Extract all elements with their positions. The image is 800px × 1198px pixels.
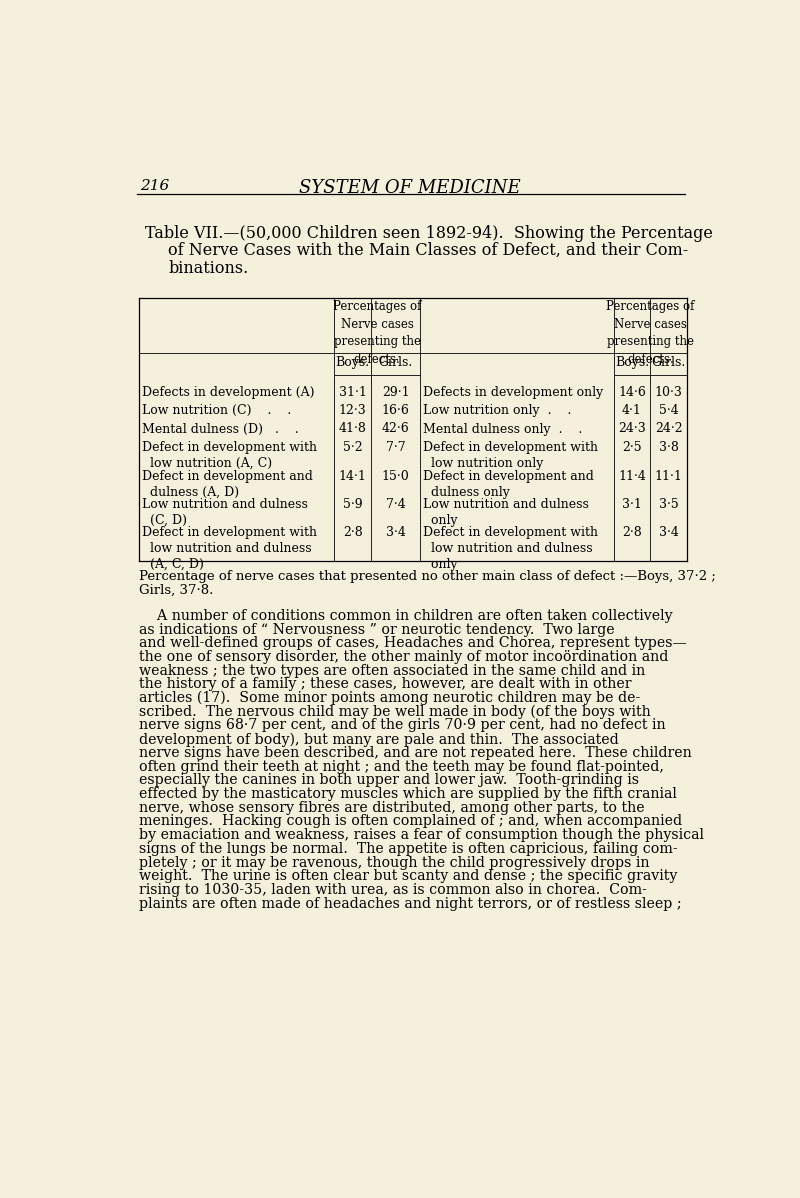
Text: Defects in development (A): Defects in development (A) (142, 386, 314, 399)
Text: Defect in development with
  low nutrition and dulness
  only: Defect in development with low nutrition… (423, 526, 598, 570)
Text: Percentage of nerve cases that presented no other main class of defect :—Boys, 3: Percentage of nerve cases that presented… (138, 570, 716, 583)
Text: Boys.: Boys. (335, 356, 370, 369)
Text: Percentages of
Nerve cases
presenting the
defects.: Percentages of Nerve cases presenting th… (333, 300, 422, 365)
Text: the history of a family ; these cases, however, are dealt with in other: the history of a family ; these cases, h… (138, 677, 631, 691)
Text: Low nutrition and dulness
  only: Low nutrition and dulness only (423, 498, 589, 527)
Text: 10·3: 10·3 (655, 386, 682, 399)
Text: Girls, 37·8.: Girls, 37·8. (138, 583, 213, 597)
Text: 3·1: 3·1 (622, 498, 642, 512)
Text: 14·6: 14·6 (618, 386, 646, 399)
Text: meninges.  Hacking cough is often complained of ; and, when accompanied: meninges. Hacking cough is often complai… (138, 815, 682, 829)
Text: signs of the lungs be normal.  The appetite is often capricious, failing com-: signs of the lungs be normal. The appeti… (138, 842, 678, 855)
Text: Defect in development and
  dulness only: Defect in development and dulness only (423, 471, 594, 500)
Text: 12·3: 12·3 (338, 404, 366, 417)
Text: Mental dulness (D)   .    .: Mental dulness (D) . . (142, 423, 298, 436)
Text: weakness ; the two types are often associated in the same child and in: weakness ; the two types are often assoc… (138, 664, 645, 678)
Text: 3·4: 3·4 (659, 526, 678, 539)
Text: pletely ; or it may be ravenous, though the child progressively drops in: pletely ; or it may be ravenous, though … (138, 855, 650, 870)
Text: Percentages of
Nerve cases
presenting the
defects.: Percentages of Nerve cases presenting th… (606, 300, 695, 365)
Text: as indications of “ Nervousness ” or neurotic tendency.  Two large: as indications of “ Nervousness ” or neu… (138, 623, 614, 636)
Text: 3·4: 3·4 (386, 526, 406, 539)
Text: Defect in development with
  low nutrition only: Defect in development with low nutrition… (423, 441, 598, 470)
Text: weight.  The urine is often clear but scanty and dense ; the specific gravity: weight. The urine is often clear but sca… (138, 870, 677, 883)
Text: especially the canines in both upper and lower jaw.  Tooth-grinding is: especially the canines in both upper and… (138, 774, 638, 787)
Text: 31·1: 31·1 (338, 386, 366, 399)
Text: Table VII.—(50,000 Children seen 1892-94).  Showing the Percentage: Table VII.—(50,000 Children seen 1892-94… (145, 224, 713, 242)
Text: 14·1: 14·1 (338, 471, 366, 483)
Text: by emaciation and weakness, raises a fear of consumption though the physical: by emaciation and weakness, raises a fea… (138, 828, 704, 842)
Text: rising to 1030-35, laden with urea, as is common also in chorea.  Com-: rising to 1030-35, laden with urea, as i… (138, 883, 646, 897)
Text: 11·4: 11·4 (618, 471, 646, 483)
Text: 7·4: 7·4 (386, 498, 406, 512)
Text: nerve signs have been described, and are not repeated here.  These children: nerve signs have been described, and are… (138, 746, 691, 760)
Text: development of body), but many are pale and thin.  The associated: development of body), but many are pale … (138, 732, 618, 746)
Text: 3·5: 3·5 (659, 498, 678, 512)
Text: 4·1: 4·1 (622, 404, 642, 417)
Text: Defects in development only: Defects in development only (423, 386, 603, 399)
Text: Defect in development with
  low nutrition (A, C): Defect in development with low nutrition… (142, 441, 317, 470)
Text: 41·8: 41·8 (338, 423, 366, 436)
Text: Low nutrition (C)    .    .: Low nutrition (C) . . (142, 404, 291, 417)
Text: 2·8: 2·8 (622, 526, 642, 539)
Text: 24·3: 24·3 (618, 423, 646, 436)
Text: 11·1: 11·1 (655, 471, 682, 483)
Text: Girls.: Girls. (652, 356, 686, 369)
Text: nerve, whose sensory fibres are distributed, among other parts, to the: nerve, whose sensory fibres are distribu… (138, 800, 644, 815)
Text: plaints are often made of headaches and night terrors, or of restless sleep ;: plaints are often made of headaches and … (138, 896, 682, 910)
Text: 5·4: 5·4 (659, 404, 678, 417)
Text: Low nutrition and dulness
  (C, D): Low nutrition and dulness (C, D) (142, 498, 308, 527)
Text: Mental dulness only  .    .: Mental dulness only . . (423, 423, 582, 436)
Text: 2·8: 2·8 (342, 526, 362, 539)
Text: 16·6: 16·6 (382, 404, 410, 417)
Text: 29·1: 29·1 (382, 386, 410, 399)
Text: SYSTEM OF MEDICINE: SYSTEM OF MEDICINE (299, 180, 521, 198)
Text: 7·7: 7·7 (386, 441, 406, 454)
Text: Defect in development with
  low nutrition and dulness
  (A, C, D): Defect in development with low nutrition… (142, 526, 317, 570)
Text: and well-defined groups of cases, Headaches and Chorea, represent types—: and well-defined groups of cases, Headac… (138, 636, 686, 651)
Text: often grind their teeth at night ; and the teeth may be found flat-pointed,: often grind their teeth at night ; and t… (138, 760, 664, 774)
Text: Boys.: Boys. (615, 356, 649, 369)
Text: articles (17).  Some minor points among neurotic children may be de-: articles (17). Some minor points among n… (138, 691, 640, 706)
Text: binations.: binations. (168, 260, 249, 277)
Text: 216: 216 (140, 180, 170, 193)
Text: 2·5: 2·5 (622, 441, 642, 454)
Text: the one of sensory disorder, the other mainly of motor incoördination and: the one of sensory disorder, the other m… (138, 651, 668, 664)
Text: 42·6: 42·6 (382, 423, 410, 436)
Text: 24·2: 24·2 (655, 423, 682, 436)
Text: 5·2: 5·2 (343, 441, 362, 454)
Text: Girls.: Girls. (378, 356, 413, 369)
Text: 5·9: 5·9 (343, 498, 362, 512)
Text: nerve signs 68·7 per cent, and of the girls 70·9 per cent, had no defect in: nerve signs 68·7 per cent, and of the gi… (138, 719, 666, 732)
Text: scribed.  The nervous child may be well made in body (of the boys with: scribed. The nervous child may be well m… (138, 704, 650, 719)
Text: effected by the masticatory muscles which are supplied by the fifth cranial: effected by the masticatory muscles whic… (138, 787, 677, 801)
Text: of Nerve Cases with the Main Classes of Defect, and their Com-: of Nerve Cases with the Main Classes of … (168, 242, 689, 259)
Text: 3·8: 3·8 (659, 441, 678, 454)
Text: 15·0: 15·0 (382, 471, 410, 483)
Text: Defect in development and
  dulness (A, D): Defect in development and dulness (A, D) (142, 471, 313, 500)
Text: A number of conditions common in children are often taken collectively: A number of conditions common in childre… (138, 609, 672, 623)
Text: Low nutrition only  .    .: Low nutrition only . . (423, 404, 571, 417)
